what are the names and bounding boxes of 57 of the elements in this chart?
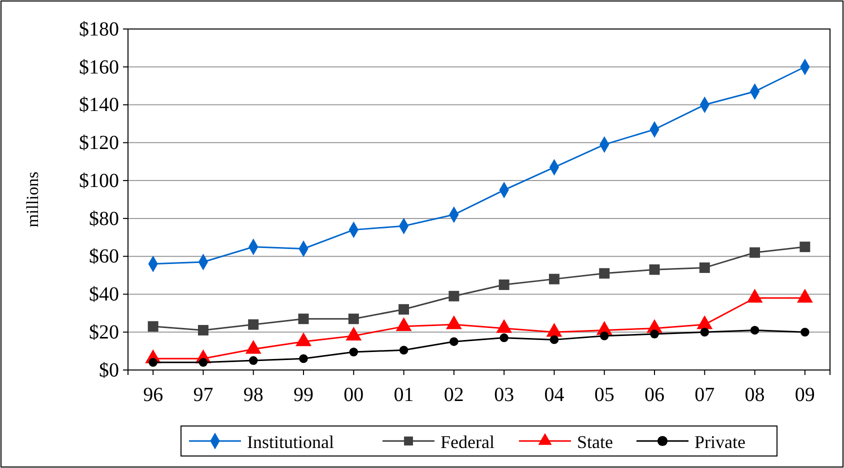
- y-tick-label: $80: [89, 208, 119, 230]
- point: [699, 262, 710, 273]
- x-tick-label: 99: [294, 384, 314, 406]
- y-axis-title: millions: [23, 172, 42, 228]
- x-tick-label: 98: [243, 384, 264, 406]
- point: [500, 333, 508, 342]
- point: [750, 247, 760, 258]
- point: [298, 314, 309, 324]
- point: [548, 274, 560, 284]
- y-tick-label: $20: [89, 322, 119, 344]
- point: [198, 324, 208, 336]
- point: [299, 354, 308, 363]
- x-tick-label: 08: [744, 384, 765, 406]
- x-tick-label: 09: [794, 384, 815, 406]
- x-tick-label: 02: [444, 384, 464, 406]
- legend-label: Private: [694, 432, 746, 452]
- point: [148, 321, 158, 332]
- x-tick-label: 07: [694, 384, 715, 406]
- legend-label: State: [577, 432, 613, 452]
- y-tick-label: $100: [79, 170, 119, 192]
- point: [349, 348, 358, 356]
- point: [398, 304, 410, 315]
- y-tick-label: $120: [79, 132, 119, 154]
- point: [800, 328, 810, 336]
- x-tick-label: 05: [594, 384, 614, 406]
- x-tick-label: 96: [143, 384, 164, 406]
- y-tick-label: $0: [99, 359, 119, 382]
- point: [248, 319, 259, 330]
- point: [650, 330, 659, 338]
- y-tick-label: $60: [89, 246, 119, 268]
- x-tick-label: 00: [344, 384, 364, 406]
- point: [750, 326, 760, 335]
- point: [800, 242, 810, 252]
- point: [700, 328, 710, 336]
- point: [450, 337, 458, 346]
- point: [550, 335, 559, 344]
- x-tick-label: 97: [193, 384, 214, 406]
- legend-label: Institutional: [247, 432, 334, 452]
- point: [649, 264, 660, 275]
- legend-label: Federal: [440, 432, 494, 452]
- point: [600, 332, 609, 340]
- point: [448, 290, 460, 302]
- x-tick-label: 04: [544, 384, 564, 406]
- x-tick-label: 06: [644, 384, 664, 406]
- point: [148, 358, 158, 367]
- y-tick-label: $40: [89, 284, 119, 306]
- point: [248, 356, 258, 365]
- x-tick-label: 01: [394, 384, 414, 406]
- x-tick-label: 03: [494, 384, 514, 406]
- point: [498, 280, 510, 290]
- point: [348, 314, 359, 324]
- point: [399, 346, 408, 354]
- y-tick-label: $140: [79, 94, 119, 116]
- point: [198, 358, 208, 367]
- y-tick-label: $180: [79, 18, 119, 40]
- point: [599, 268, 610, 279]
- y-tick-label: $160: [79, 56, 119, 78]
